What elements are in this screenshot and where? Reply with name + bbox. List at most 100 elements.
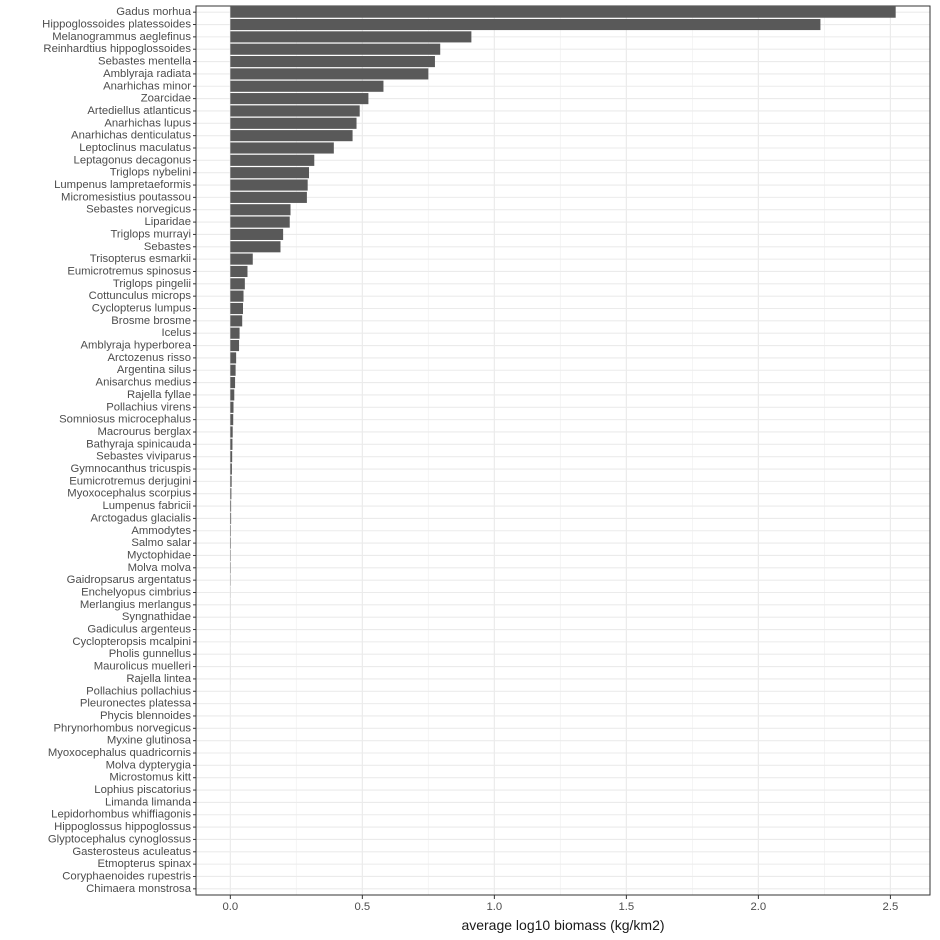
y-tick-label: Triglops murrayi — [110, 228, 191, 240]
x-tick-label: 1.0 — [486, 901, 502, 913]
y-tick-label: Phycis blennoides — [100, 710, 191, 722]
bar — [230, 463, 232, 475]
x-tick-label: 2.0 — [751, 901, 767, 913]
y-tick-label: Trisopterus esmarkii — [90, 253, 191, 265]
y-tick-label: Myoxocephalus scorpius — [67, 488, 191, 500]
x-axis-title: average log10 biomass (kg/km2) — [461, 917, 664, 933]
y-tick-label: Maurolicus muelleri — [94, 661, 191, 673]
y-tick-label: Macrourus berglax — [97, 426, 191, 438]
y-tick-label: Eumicrotremus derjugini — [69, 475, 191, 487]
bar — [230, 216, 290, 228]
y-tick-label: Triglops nybelini — [110, 167, 191, 179]
y-tick-label: Hippoglossus hippoglossus — [54, 821, 191, 833]
bar — [230, 18, 821, 31]
y-tick-label: Sebastes mentella — [98, 56, 192, 68]
y-tick-label: Hippoglossoides platessoides — [42, 19, 191, 31]
y-tick-label: Salmo salar — [131, 537, 191, 549]
y-tick-label: Ammodytes — [131, 525, 191, 537]
y-tick-label: Syngnathidae — [122, 611, 191, 623]
y-tick-label: Brosme brosme — [111, 315, 191, 327]
bar — [230, 265, 248, 278]
bar — [230, 488, 232, 500]
y-tick-label: Anarhichas lupus — [104, 117, 191, 129]
y-tick-label: Sebastes norvegicus — [86, 204, 191, 216]
y-tick-label: Gadiculus argenteus — [87, 624, 191, 636]
y-tick-label: Amblyraja hyperborea — [80, 340, 191, 352]
y-tick-label: Glyptocephalus cynoglossus — [48, 833, 192, 845]
x-tick-label: 0.0 — [222, 901, 238, 913]
bar — [230, 154, 315, 166]
y-tick-label: Reinhardtius hippoglossoides — [43, 43, 191, 55]
y-tick-label: Gasterosteus aculeatus — [72, 846, 191, 858]
bar — [230, 6, 896, 18]
x-tick-label: 2.5 — [883, 901, 899, 913]
y-tick-label: Cottunculus microps — [89, 290, 192, 302]
bar — [230, 426, 233, 438]
y-tick-label: Gymnocanthus tricuspis — [70, 463, 191, 475]
bar — [230, 179, 308, 191]
y-tick-label: Triglops pingelii — [113, 278, 191, 290]
bar — [230, 290, 244, 302]
bar — [230, 204, 291, 216]
bar — [230, 475, 232, 487]
bar — [230, 389, 235, 401]
y-tick-label: Zoarcidae — [141, 93, 191, 105]
y-tick-label: Lumpenus lampretaeformis — [54, 179, 191, 191]
bar — [230, 43, 441, 55]
y-tick-label: Liparidae — [145, 216, 191, 228]
bar — [230, 512, 232, 524]
bar — [230, 191, 307, 203]
bar — [230, 525, 231, 537]
y-tick-label: Coryphaenoides rupestris — [62, 870, 191, 882]
bar — [230, 377, 236, 389]
bar — [230, 500, 232, 512]
y-tick-label: Cyclopteropsis mcalpini — [72, 636, 191, 648]
y-tick-label: Lumpenus fabricii — [102, 500, 191, 512]
y-tick-label: Pollachius virens — [106, 401, 191, 413]
y-tick-label: Anisarchus medius — [96, 377, 192, 389]
y-tick-label: Rajella lintea — [126, 673, 191, 685]
y-tick-label: Arctozenus risso — [107, 352, 191, 364]
y-tick-label: Sebastes — [144, 241, 191, 253]
y-tick-label: Pollachius pollachius — [86, 685, 191, 697]
y-tick-label: Somniosus microcephalus — [59, 414, 191, 426]
y-tick-label: Enchelyopus cimbrius — [81, 586, 191, 598]
y-tick-label: Pholis gunnellus — [109, 648, 192, 660]
y-tick-label: Bathyraja spinicauda — [86, 438, 192, 450]
y-tick-label: Icelus — [161, 327, 191, 339]
y-tick-label: Myoxocephalus quadricornis — [48, 747, 192, 759]
y-tick-label: Anarhichas minor — [103, 80, 191, 92]
y-tick-label: Limanda limanda — [105, 796, 192, 808]
y-tick-label: Phrynorhombus norvegicus — [53, 722, 191, 734]
bar — [230, 228, 284, 240]
y-tick-label: Amblyraja radiata — [103, 68, 192, 80]
y-tick-label: Lophius piscatorius — [94, 784, 191, 796]
panel-border — [195, 5, 931, 896]
y-tick-label: Gaidropsarus argentatus — [67, 574, 192, 586]
y-tick-label: Rajella fyllae — [127, 389, 191, 401]
y-tick-label: Chimaera monstrosa — [86, 883, 192, 895]
bar — [230, 414, 234, 426]
bar — [230, 68, 429, 80]
bar — [230, 278, 245, 290]
y-tick-label: Pleuronectes platessa — [80, 698, 192, 710]
y-tick-label: Molva molva — [128, 562, 192, 574]
y-tick-label: Gadus morhua — [116, 6, 191, 18]
bar — [230, 537, 231, 549]
y-tick-label: Myctophidae — [127, 549, 191, 561]
bar — [230, 438, 233, 450]
y-tick-label: Argentina silus — [117, 364, 191, 376]
y-tick-label: Etmopterus spinax — [97, 858, 191, 870]
y-tick-label: Leptagonus decagonus — [74, 154, 192, 166]
bar — [230, 105, 360, 117]
y-tick-label: Molva dypterygia — [106, 759, 192, 771]
bar — [230, 31, 472, 43]
x-tick-label: 1.5 — [619, 901, 635, 913]
y-tick-label: Leptoclinus maculatus — [79, 142, 191, 154]
bar — [230, 315, 243, 327]
bar — [230, 167, 310, 179]
y-tick-label: Eumicrotremus spinosus — [67, 265, 191, 277]
bar — [230, 142, 334, 154]
